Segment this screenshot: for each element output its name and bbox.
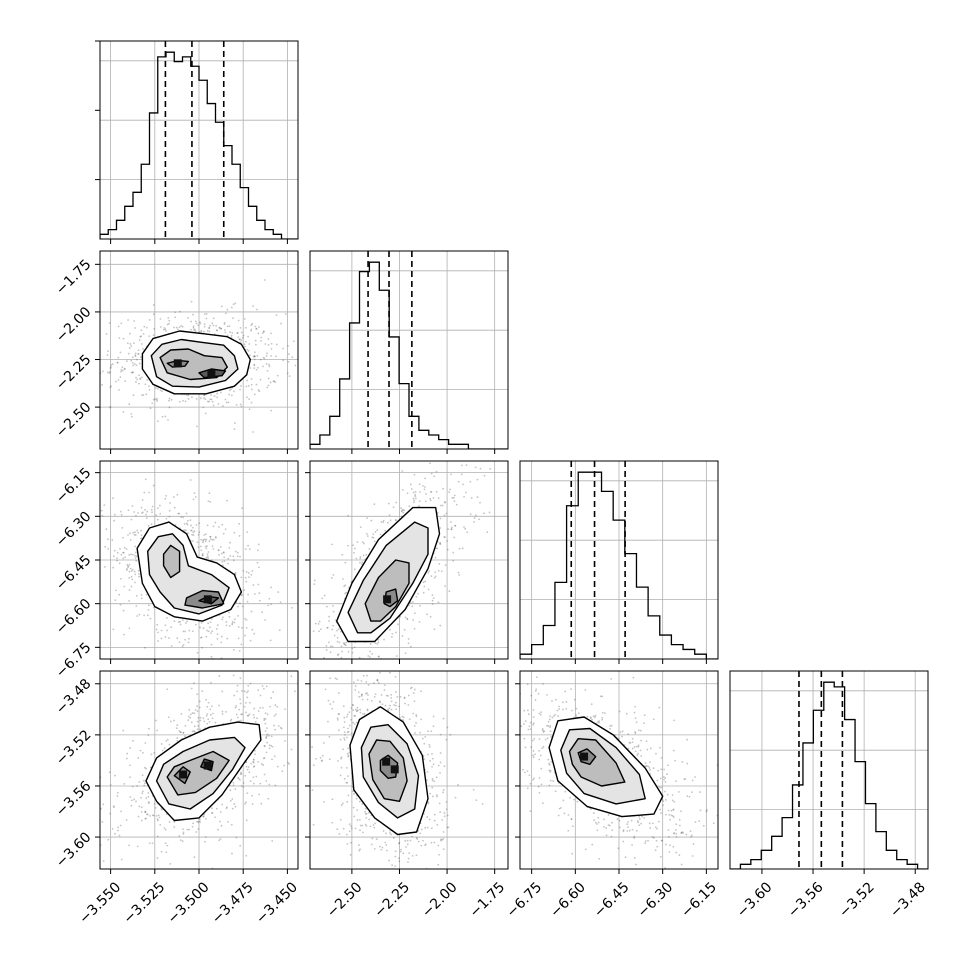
histogram-steps <box>730 681 928 869</box>
joint-panel-p1-p2: −2.50 −2.25 −2.00 −1.75 <box>53 250 299 454</box>
hist-panel-p2 <box>309 250 509 454</box>
x-tick-label: −6.45 <box>591 879 633 921</box>
contour-level <box>162 544 181 579</box>
density-peak <box>173 359 182 368</box>
density-peak <box>383 595 392 604</box>
x-tick-label: −3.475 <box>209 879 257 927</box>
y-tick-label: −6.30 <box>53 509 95 551</box>
hist-panel-p1 <box>95 40 299 244</box>
y-tick-label: −3.52 <box>53 727 95 769</box>
density-peak <box>382 757 391 766</box>
x-tick-label: −3.48 <box>887 879 929 921</box>
x-tick-label: −2.00 <box>419 879 461 921</box>
density-peak <box>203 761 212 770</box>
y-tick-label: −6.60 <box>53 596 95 638</box>
contour-level <box>364 559 410 622</box>
y-tick-label: −3.48 <box>53 676 95 718</box>
x-tick-label: −3.60 <box>734 879 776 921</box>
x-tick-label: −6.75 <box>504 879 546 921</box>
histogram-steps <box>310 261 508 449</box>
joint-panel-p1-p4: −3.550−3.525−3.500−3.475−3.450 −3.60 −3.56… <box>53 670 301 927</box>
axes-frame <box>309 670 509 870</box>
y-tick-label: −2.50 <box>53 399 95 441</box>
joint-panel-p2-p4: −2.50 −2.25 −2.00 −1.75 <box>305 670 509 921</box>
x-tick-label: −6.60 <box>547 879 589 921</box>
y-tick-label: −2.00 <box>53 304 95 346</box>
x-tick-label: −3.450 <box>253 879 301 927</box>
joint-panel-p1-p3: −6.75−6.60−6.45−6.30−6.15 <box>53 460 299 682</box>
x-tick-label: −1.75 <box>467 879 509 921</box>
histogram-steps <box>520 471 718 659</box>
density-peak <box>203 595 212 604</box>
x-tick-label: −3.525 <box>120 879 168 927</box>
y-tick-label: −6.15 <box>53 465 95 507</box>
x-tick-label: −2.50 <box>324 879 366 921</box>
joint-panel-p2-p3 <box>305 460 509 664</box>
x-tick-label: −3.56 <box>785 879 827 921</box>
x-tick-label: −3.550 <box>76 879 124 927</box>
density-peak <box>580 752 589 761</box>
y-tick-label: −6.75 <box>53 640 95 682</box>
density-peak <box>207 369 216 378</box>
x-tick-label: −3.52 <box>836 879 878 921</box>
density-peak <box>179 770 188 779</box>
y-tick-label: −3.56 <box>53 778 95 820</box>
hist-panel-p4: −3.60 −3.56 −3.52 −3.48 <box>729 670 929 921</box>
y-tick-label: −1.75 <box>53 257 95 299</box>
axes-frame <box>729 670 929 870</box>
histogram-steps <box>100 51 298 239</box>
hist-panel-p3 <box>519 460 719 664</box>
density-peak <box>390 765 399 774</box>
y-tick-label: −3.60 <box>53 829 95 871</box>
y-tick-label: −2.25 <box>53 352 95 394</box>
y-tick-label: −6.45 <box>53 552 95 594</box>
joint-panel-p3-p4: −6.75 −6.60 −6.45 −6.30 −6.15 <box>504 670 720 921</box>
axes-frame <box>309 250 509 450</box>
x-tick-label: −6.30 <box>635 879 677 921</box>
x-tick-label: −2.25 <box>371 879 413 921</box>
x-tick-label: −3.500 <box>165 879 213 927</box>
x-tick-label: −6.15 <box>678 879 720 921</box>
